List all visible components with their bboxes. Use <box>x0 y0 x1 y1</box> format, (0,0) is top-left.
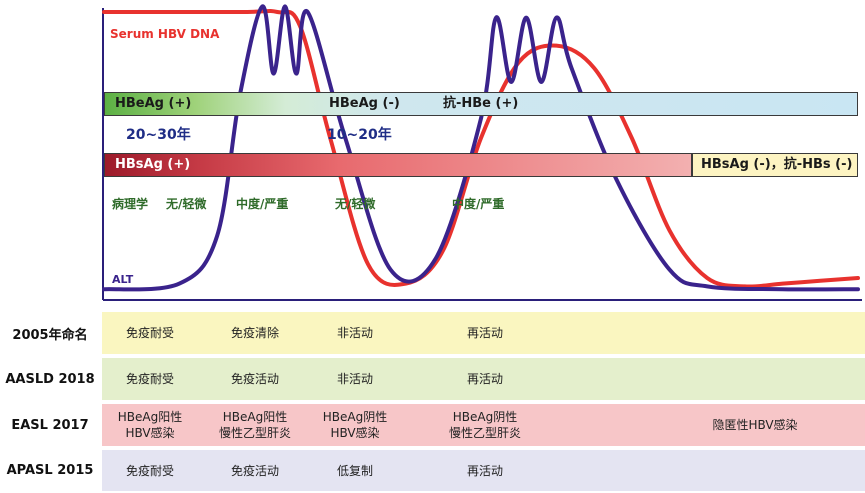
phase-cell: HBeAg阳性 慢性乙型肝炎 <box>195 402 315 448</box>
phase-cell-text: 非活动 <box>336 372 373 386</box>
serum-hbv-dna-curve <box>102 8 860 289</box>
anti-hbe-positive-label: 抗-HBe (+) <box>443 96 519 111</box>
row-header: EASL 2017 <box>11 417 89 433</box>
phase-cell-text: HBeAg阴性 <box>452 410 518 424</box>
phase-cell: 再活动 <box>415 310 555 356</box>
alt-curve <box>102 4 860 292</box>
phase-cell-text: 再活动 <box>466 372 503 386</box>
phase-cell: 免疫耐受 <box>95 448 205 493</box>
phase-cell: 免疫清除 <box>195 310 315 356</box>
phase-cell-text: 免疫耐受 <box>125 326 174 340</box>
phase-cell-text: HBV感染 <box>330 426 380 440</box>
pathology-phase-2: 中度/严重 <box>236 197 289 211</box>
phase-cell-text: 免疫活动 <box>230 463 279 478</box>
pathology-phase-1: 无/轻微 <box>166 197 207 211</box>
phase-cell-text: 再活动 <box>466 326 503 340</box>
hbsag-positive-label: HBsAg (+) <box>115 157 191 172</box>
row-band <box>102 450 865 491</box>
phase-cell-text: 免疫耐受 <box>125 463 174 478</box>
hbeag-negative-label: HBeAg (-) <box>329 96 400 111</box>
phase-cell: 免疫耐受 <box>95 310 205 356</box>
phase-cell: 低复制 <box>305 448 405 493</box>
phase-cell-text: 慢性乙型肝炎 <box>448 426 521 440</box>
duration-second: 10~20年 <box>327 127 392 143</box>
hbeag-bar: HBeAg (+) HBeAg (-) 抗-HBe (+) <box>104 92 858 116</box>
phase-cell: 免疫活动 <box>195 356 315 402</box>
phase-cell: 免疫活动 <box>195 448 315 493</box>
row-header: AASLD 2018 <box>5 371 95 387</box>
row-band <box>102 404 865 446</box>
phase-cell-text: HBV感染 <box>125 426 175 440</box>
pathology-phase-3: 无/轻微 <box>335 197 376 211</box>
phase-cell-text: HBeAg阳性 <box>117 410 183 424</box>
nomenclature-row: AASLD 2018 免疫耐受 免疫活动 非活动 再活动 <box>0 356 865 402</box>
pathology-phase-4: 中度/严重 <box>452 197 505 211</box>
phase-cell-text: HBeAg阴性 <box>322 410 388 424</box>
phase-cell: 隐匿性HBV感染 <box>680 402 830 448</box>
phase-cell-text: 非活动 <box>336 326 373 340</box>
hbeag-positive-label: HBeAg (+) <box>115 96 192 111</box>
pathology-label: 病理学 <box>112 197 149 211</box>
phase-cell-text: 再活动 <box>466 463 503 478</box>
row-header: APASL 2015 <box>6 463 94 478</box>
phase-cell: 免疫耐受 <box>95 356 205 402</box>
phase-cell-text: 免疫清除 <box>230 326 279 340</box>
nomenclature-row: APASL 2015 免疫耐受 免疫活动 低复制 再活动 <box>0 448 865 493</box>
phase-cell: HBeAg阴性 HBV感染 <box>305 402 405 448</box>
hbsag-positive-bar: HBsAg (+) <box>104 153 692 177</box>
nomenclature-row: EASL 2017 HBeAg阳性 HBV感染 HBeAg阳性 慢性乙型肝炎 HBeAg阴… <box>0 402 865 448</box>
row-band <box>102 312 865 354</box>
phase-cell: 非活动 <box>305 310 405 356</box>
row-band <box>102 358 865 400</box>
hbsag-negative-label: HBsAg (-)，抗-HBs (-) <box>701 157 853 172</box>
phase-cell: 再活动 <box>415 356 555 402</box>
phase-cell: HBeAg阳性 HBV感染 <box>95 402 205 448</box>
hbsag-negative-bar: HBsAg (-)，抗-HBs (-) <box>692 153 858 177</box>
alt-label: ALT <box>112 273 134 286</box>
phase-cell-text: 慢性乙型肝炎 <box>218 426 291 440</box>
row-header: 2005年命名 <box>12 327 88 343</box>
duration-first: 20~30年 <box>126 127 191 143</box>
phase-cell: 再活动 <box>415 448 555 493</box>
phase-cell-text: HBeAg阳性 <box>222 410 288 424</box>
phase-cell-text: 低复制 <box>336 463 373 478</box>
phase-cell-text: 免疫活动 <box>230 372 279 386</box>
phase-cell: HBeAg阴性 慢性乙型肝炎 <box>415 402 555 448</box>
serum-hbv-dna-label: Serum HBV DNA <box>110 27 220 41</box>
nomenclature-row: 2005年命名 免疫耐受 免疫清除 非活动 再活动 <box>0 310 865 356</box>
phase-cell: 非活动 <box>305 356 405 402</box>
phase-cell-text: 隐匿性HBV感染 <box>712 418 798 432</box>
phase-cell-text: 免疫耐受 <box>125 372 174 386</box>
